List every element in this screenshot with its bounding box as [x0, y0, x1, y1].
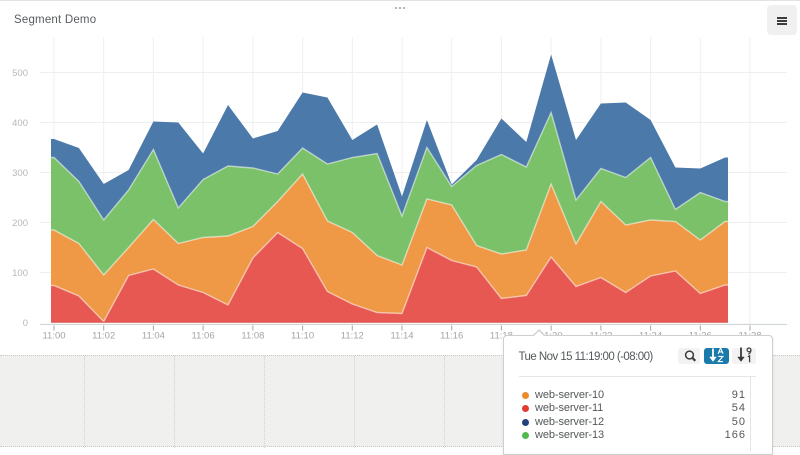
svg-text:11:00: 11:00 — [42, 331, 65, 342]
svg-text:11:14: 11:14 — [390, 331, 413, 342]
svg-text:11:02: 11:02 — [92, 331, 115, 342]
svg-text:11:08: 11:08 — [241, 331, 264, 342]
svg-text:100: 100 — [12, 268, 28, 279]
svg-text:400: 400 — [12, 118, 28, 129]
svg-text:300: 300 — [12, 168, 28, 179]
svg-text:11:06: 11:06 — [192, 331, 215, 342]
svg-text:200: 200 — [12, 218, 28, 229]
svg-text:11:12: 11:12 — [341, 331, 364, 342]
svg-text:11:04: 11:04 — [142, 331, 165, 342]
svg-text:0: 0 — [23, 318, 28, 329]
svg-text:500: 500 — [12, 68, 28, 79]
svg-text:11:16: 11:16 — [440, 331, 463, 342]
svg-text:11:10: 11:10 — [291, 331, 314, 342]
svg-text:11:18: 11:18 — [490, 331, 513, 342]
